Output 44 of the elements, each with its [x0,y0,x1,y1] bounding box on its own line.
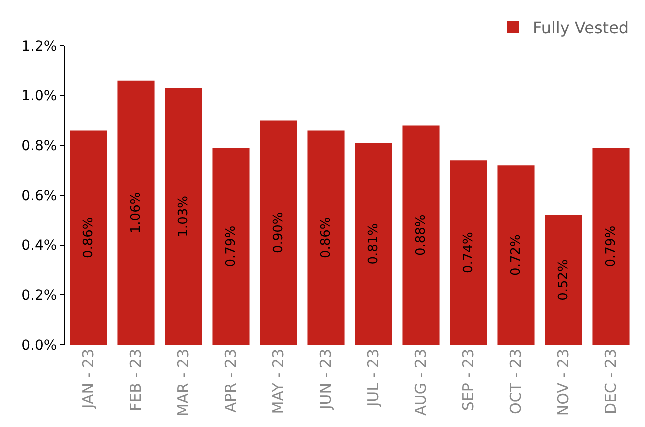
x-tick-label: DEC - 23 [602,349,620,415]
data-label: 0.79% [224,226,239,268]
data-label: 0.88% [414,214,429,256]
legend-label: Fully Vested [533,18,630,38]
bar [308,130,345,345]
y-tick-label: 0.4% [22,238,58,254]
y-tick-label: 0.0% [22,338,58,354]
y-tick-label: 0.2% [22,288,58,304]
y-tick-label: 1.0% [22,88,58,105]
x-tick-label: AUG - 23 [412,349,430,416]
data-label: 0.86% [81,217,96,259]
data-label: 0.74% [461,232,476,274]
x-tick-label: SEP - 23 [460,349,478,412]
bar [498,166,535,345]
bar [260,120,298,345]
data-label: 0.90% [271,212,286,254]
bar [165,88,202,345]
x-tick-label: JUL - 23 [364,349,383,408]
data-label: 0.72% [508,234,524,276]
bar [212,148,250,345]
y-tick-label: 1.2% [22,38,58,55]
data-label: 0.86% [318,217,334,259]
bar [545,215,582,345]
bar [592,148,630,345]
data-label: 0.52% [556,260,572,301]
y-tick-label: 0.6% [22,188,58,204]
x-tick-label: JUN - 23 [317,349,336,411]
x-tick-label: MAY - 23 [270,349,288,414]
bar [450,160,488,345]
x-tick-label: MAR - 23 [174,349,193,417]
bar [402,126,440,345]
x-tick-label: FEB - 23 [127,349,146,412]
x-tick-label: OCT - 23 [507,349,526,414]
data-label: 1.03% [176,196,192,238]
data-label: 0.81% [366,223,382,265]
x-tick-label: APR - 23 [222,349,240,413]
x-tick-label: NOV - 23 [554,349,573,416]
x-tick-label: JAN - 23 [80,349,98,410]
bar [355,143,392,345]
bar [118,80,155,345]
bar [70,130,108,345]
y-tick-label: 0.8% [22,138,58,155]
data-label: 1.06% [128,192,144,234]
data-label: 0.79% [604,226,619,268]
